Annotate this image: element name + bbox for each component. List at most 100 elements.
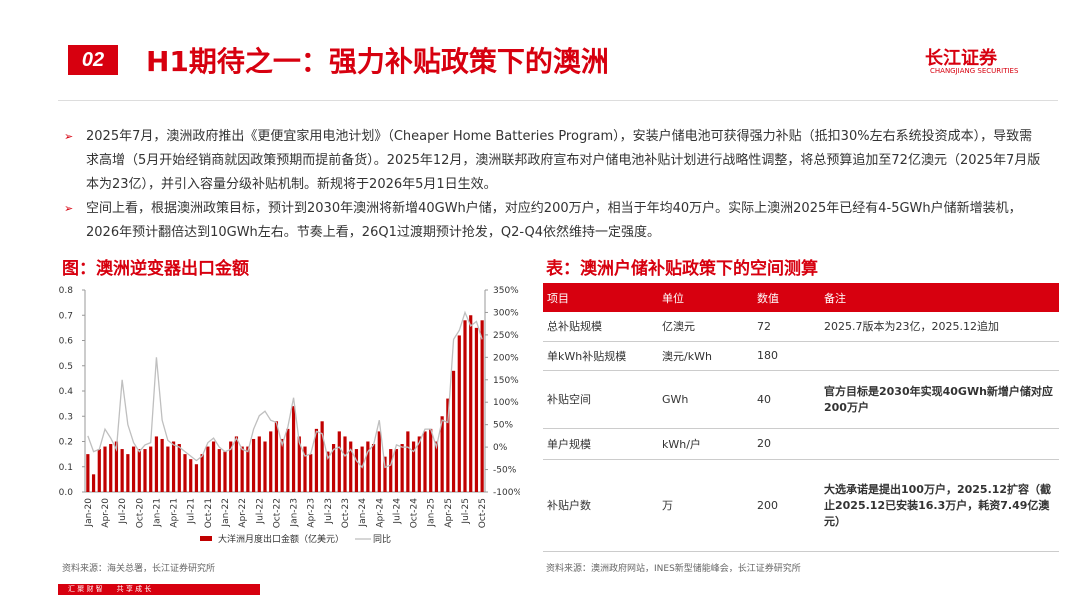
bar bbox=[354, 449, 359, 492]
y2-tick-label: 250% bbox=[493, 331, 519, 341]
y2-tick-label: 200% bbox=[493, 353, 519, 363]
y-tick-label: 0.4 bbox=[59, 387, 74, 397]
bar bbox=[137, 449, 141, 492]
bullet: 2025年7月，澳洲政府推出《更便宜家用电池计划》（Cheaper Home B… bbox=[64, 125, 1044, 197]
chart-title: 图：澳洲逆变器出口金额 bbox=[62, 259, 249, 279]
bar bbox=[280, 438, 284, 492]
bar bbox=[177, 444, 181, 492]
y2-tick-label: -50% bbox=[493, 466, 517, 476]
x-tick-label: Jul-25 bbox=[461, 498, 471, 525]
table-wrap: 项目 单位 数值 备注 总补贴规模 亿澳元 72 2025.7版本为23亿，2025.12追… bbox=[543, 283, 1059, 552]
x-tick-label: Jul-24 bbox=[392, 498, 402, 525]
y-tick-label: 0.6 bbox=[59, 337, 74, 347]
bar bbox=[423, 431, 427, 492]
footer: 汇 聚 财 智 共 享 成 长 bbox=[58, 584, 260, 595]
bar bbox=[326, 451, 330, 492]
bar bbox=[217, 449, 221, 492]
x-tick-label: Oct-23 bbox=[341, 498, 351, 528]
bar bbox=[154, 436, 159, 492]
bar bbox=[457, 335, 461, 492]
table-cell bbox=[820, 428, 1059, 460]
table-cell: 20 bbox=[753, 428, 820, 460]
th: 单位 bbox=[658, 283, 753, 312]
table-row: 总补贴规模 亿澳元 72 2025.7版本为23亿，2025.12追加 bbox=[543, 312, 1059, 342]
table-cell: 72 bbox=[753, 312, 820, 342]
table-cell: 总补贴规模 bbox=[543, 312, 658, 342]
bar bbox=[320, 421, 324, 492]
bar bbox=[257, 436, 261, 492]
table: 项目 单位 数值 备注 总补贴规模 亿澳元 72 2025.7版本为23亿，2025.12追… bbox=[543, 283, 1059, 552]
bar bbox=[240, 446, 244, 492]
logo-en: CHANGJIANG SECURITIES bbox=[930, 67, 1019, 75]
table-row: 补贴户数万 200 大选承诺是提出100万户，2025.12扩容（截止2025.12… bbox=[543, 459, 1059, 552]
x-tick-label: Oct-25 bbox=[478, 498, 488, 528]
bar bbox=[274, 421, 279, 492]
bar bbox=[309, 454, 313, 492]
table-cell: 大选承诺是提出100万户，2025.12扩容（截止2025.12已安装16.3万… bbox=[820, 459, 1059, 552]
bar bbox=[383, 456, 387, 492]
table-cell: 亿澳元 bbox=[658, 312, 753, 342]
x-tick-label: Oct-20 bbox=[135, 498, 145, 529]
bar bbox=[91, 474, 96, 492]
y-tick-label: 0.5 bbox=[59, 362, 73, 372]
bar bbox=[103, 446, 107, 492]
bar bbox=[377, 431, 381, 492]
y-tick-label: 0.1 bbox=[59, 463, 73, 473]
bar bbox=[286, 428, 290, 492]
bar bbox=[189, 459, 193, 492]
y-tick-label: 0.3 bbox=[59, 412, 73, 422]
x-tick-label: Apr-20 bbox=[101, 498, 111, 528]
x-tick-label: Jan-20 bbox=[84, 498, 94, 528]
bar bbox=[331, 444, 336, 492]
x-tick-label: Jan-21 bbox=[152, 498, 162, 528]
y-tick-label: 0.0 bbox=[59, 488, 74, 498]
bar bbox=[263, 441, 267, 492]
bar bbox=[183, 454, 187, 492]
bar bbox=[389, 449, 393, 492]
bar bbox=[440, 416, 444, 492]
table-cell: 180 bbox=[753, 341, 820, 371]
bar bbox=[171, 441, 176, 492]
x-tick-label: Jul-23 bbox=[324, 498, 334, 525]
bar bbox=[446, 398, 450, 492]
y2-tick-label: 300% bbox=[493, 308, 519, 318]
bar bbox=[143, 449, 147, 492]
table-cell: kWh/户 bbox=[658, 428, 753, 460]
bar bbox=[131, 446, 136, 492]
bar bbox=[411, 441, 416, 492]
table-cell: 补贴空间 bbox=[543, 370, 658, 429]
bar bbox=[229, 441, 233, 492]
bar bbox=[291, 406, 296, 492]
x-tick-label: Jul-21 bbox=[187, 498, 197, 525]
table-cell: 官方目标是2030年实现40GWh新增户储对应200万户 bbox=[820, 370, 1059, 429]
table-cell: 澳元/kWh bbox=[658, 341, 753, 371]
bar bbox=[343, 436, 347, 492]
x-tick-label: Oct-21 bbox=[204, 498, 214, 528]
table-title: 表：澳洲户储补贴政策下的空间测算 bbox=[546, 259, 818, 279]
bar bbox=[269, 431, 273, 492]
section-number: 02 bbox=[68, 45, 118, 75]
table-cell bbox=[820, 341, 1059, 371]
bar bbox=[474, 327, 479, 492]
th: 备注 bbox=[820, 283, 1059, 312]
bar bbox=[120, 449, 124, 492]
x-tick-label: Oct-22 bbox=[272, 498, 282, 528]
bar bbox=[400, 444, 404, 492]
x-tick-label: Apr-21 bbox=[170, 498, 180, 528]
bar bbox=[371, 444, 376, 492]
x-tick-label: Jan-25 bbox=[427, 498, 437, 528]
legend-label: 同比 bbox=[373, 533, 391, 545]
bar bbox=[406, 431, 410, 492]
line bbox=[87, 310, 483, 469]
logo: 长江证券 bbox=[925, 48, 997, 69]
table-cell: 补贴户数 bbox=[543, 459, 658, 552]
th: 数值 bbox=[753, 283, 820, 312]
table-row: 单户规模 kWh/户 20 bbox=[543, 428, 1059, 460]
bar bbox=[434, 441, 439, 492]
slide-title: H1期待之一：强力补贴政策下的澳洲 bbox=[146, 45, 609, 78]
bar bbox=[194, 464, 199, 492]
bar bbox=[480, 320, 484, 492]
divider bbox=[58, 100, 1058, 101]
bar bbox=[149, 446, 153, 492]
